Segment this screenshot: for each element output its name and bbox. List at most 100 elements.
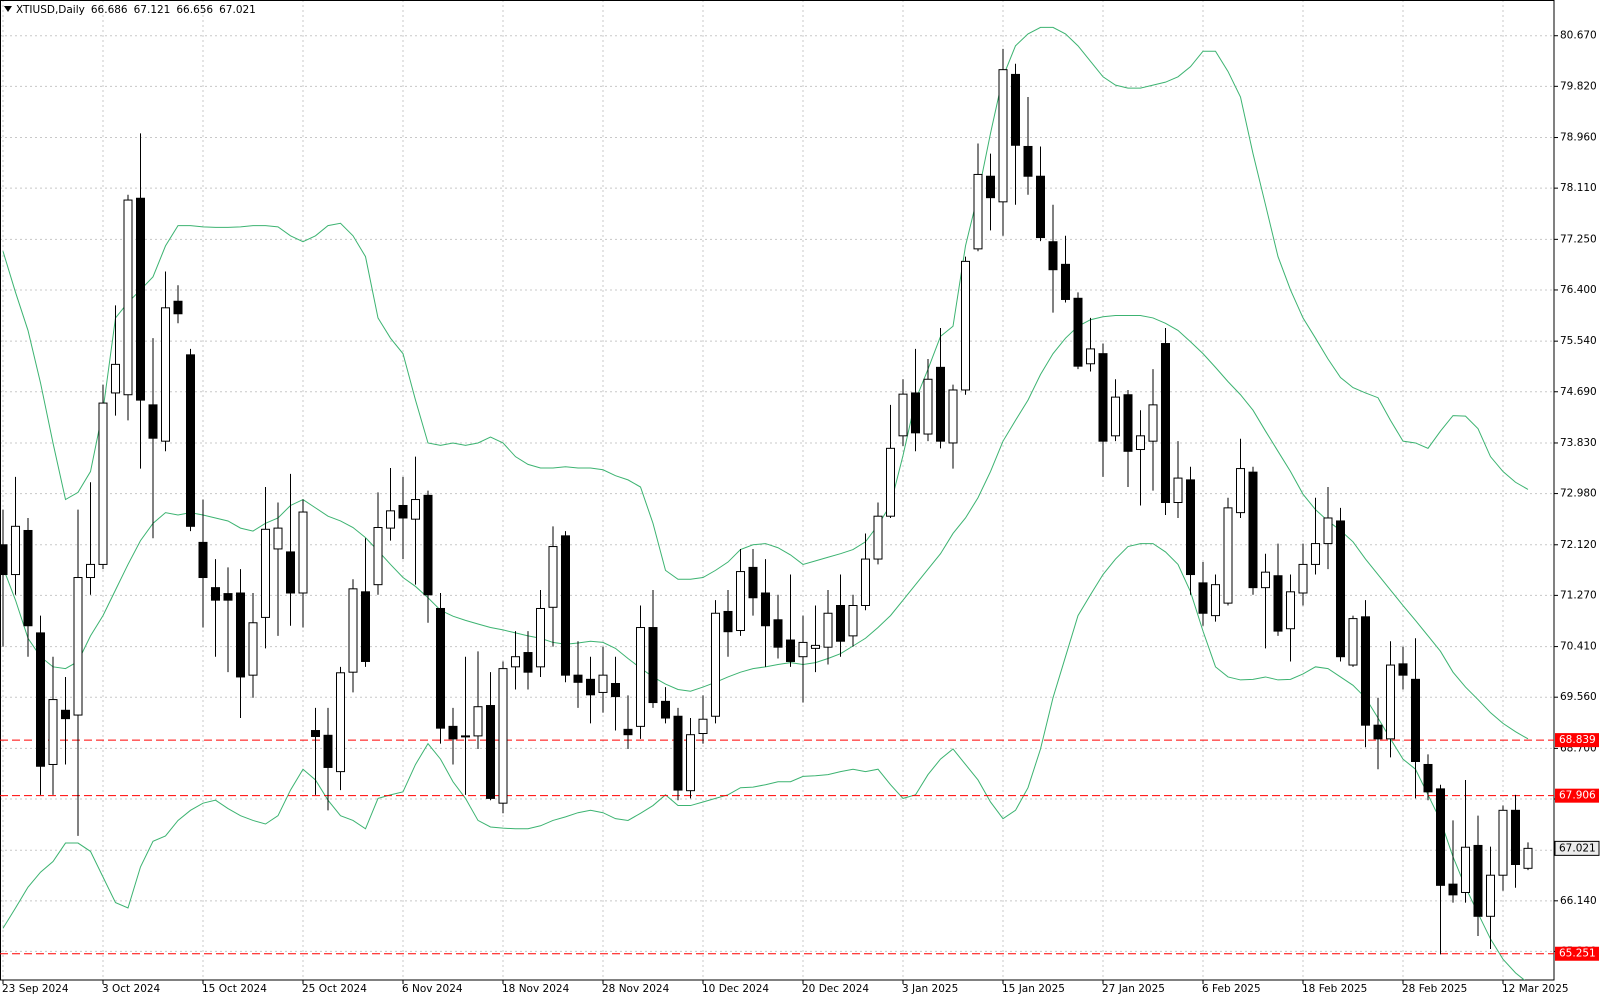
candle-body — [336, 672, 345, 773]
candle-body — [236, 592, 245, 678]
x-tick-label: 20 Dec 2024 — [802, 983, 869, 995]
candle-body — [48, 699, 58, 765]
y-tick-label: 69.560 — [1560, 691, 1597, 703]
x-tick-label: 3 Oct 2024 — [102, 983, 161, 995]
y-tick-label: 70.410 — [1560, 641, 1597, 653]
candle-body — [1086, 348, 1095, 365]
y-tick-label: 76.400 — [1560, 284, 1597, 296]
y-tick-label: 75.540 — [1560, 335, 1597, 347]
band-line — [2, 315, 1529, 740]
candle-body — [786, 639, 795, 662]
candle-body — [86, 563, 95, 579]
candle-body — [36, 632, 45, 767]
candle-body — [986, 175, 995, 199]
x-tick-label: 6 Feb 2025 — [1202, 983, 1261, 995]
candle-body — [573, 674, 583, 683]
level-label: 67.906 — [1559, 790, 1596, 802]
candle-body — [1036, 175, 1045, 239]
candle-body — [1323, 517, 1333, 545]
candle-body — [536, 607, 545, 668]
candle-body — [648, 627, 658, 704]
y-tick-label: 74.690 — [1560, 386, 1597, 398]
candle-body — [1098, 353, 1108, 442]
x-tick-label: 12 Mar 2025 — [1502, 983, 1569, 995]
candle-body — [473, 706, 483, 737]
candle-body — [936, 366, 945, 442]
title-ohlc-value: 67.021 — [219, 4, 256, 16]
y-tick-label: 77.250 — [1560, 233, 1597, 245]
title-ohlc-value: 66.656 — [176, 4, 213, 16]
candle-body — [861, 558, 870, 607]
x-tick-label: 15 Oct 2024 — [202, 983, 267, 995]
candle-body — [98, 402, 108, 565]
title-symbol: XTIUSD,Daily — [16, 4, 85, 16]
candle-body — [848, 605, 858, 637]
candle-body — [448, 725, 458, 740]
x-tick-label: 6 Nov 2024 — [402, 983, 463, 995]
candle-body — [261, 528, 270, 618]
candle-body — [1436, 788, 1445, 886]
plot-frame — [0, 0, 1555, 981]
candle-body — [1423, 763, 1433, 793]
candle-body — [1236, 468, 1245, 514]
x-tick-label: 10 Dec 2024 — [702, 983, 769, 995]
candle-body — [1286, 591, 1295, 630]
candle-body — [1111, 396, 1120, 437]
candle-body — [111, 363, 120, 394]
candle-body — [748, 566, 758, 599]
candle-body — [898, 393, 908, 437]
candle-body — [398, 504, 408, 519]
candle-body — [136, 197, 145, 401]
x-tick-label: 28 Feb 2025 — [1402, 983, 1467, 995]
candle-body — [1411, 678, 1420, 762]
candle-body — [623, 728, 633, 736]
candle-body — [973, 173, 983, 250]
candle-body — [911, 392, 920, 434]
last-price-box — [1554, 840, 1600, 856]
candle-body — [1498, 809, 1508, 876]
level-label: 65.251 — [1559, 948, 1596, 960]
candle-body — [311, 730, 320, 737]
candle-body — [1361, 616, 1370, 726]
x-tick-label: 18 Nov 2024 — [502, 983, 570, 995]
candle-body — [198, 541, 208, 579]
candle-body — [1123, 394, 1133, 452]
candle-body — [1061, 263, 1070, 300]
y-tick-label: 78.960 — [1560, 132, 1597, 144]
candle-body — [598, 674, 608, 693]
candle-body — [511, 656, 520, 668]
y-tick-label: 79.820 — [1560, 80, 1597, 92]
candle-body — [1298, 563, 1308, 594]
candle-body — [1136, 435, 1145, 451]
candle-body — [523, 652, 533, 673]
candle-body — [1398, 663, 1408, 676]
candle-body — [1173, 477, 1183, 504]
candle-body — [1461, 846, 1470, 893]
candle-body — [1023, 145, 1033, 177]
candle-body — [836, 605, 845, 642]
symbol-menu-icon — [4, 6, 12, 12]
candle-body — [148, 404, 158, 439]
y-tick-label: 72.120 — [1560, 539, 1597, 551]
candle-body — [486, 705, 495, 799]
candle-body — [1273, 575, 1283, 632]
candle-body — [123, 199, 133, 396]
candle-body — [23, 529, 33, 627]
candle-body — [223, 593, 233, 601]
candle-body — [1386, 664, 1395, 740]
candle-body — [423, 494, 433, 596]
candle-body — [711, 612, 720, 717]
candle-body — [1336, 520, 1345, 658]
candle-body — [923, 378, 933, 435]
candle-body — [386, 510, 395, 529]
candle-body — [773, 619, 783, 648]
candle-body — [1311, 543, 1320, 565]
x-tick-label: 3 Jan 2025 — [902, 983, 958, 995]
candle-body — [1373, 724, 1383, 740]
chart-title: XTIUSD,Daily 66.686 67.121 66.656 67.021 — [16, 4, 256, 16]
candle-body — [811, 644, 820, 649]
candle-body — [661, 700, 670, 719]
y-tick-label: 72.980 — [1560, 488, 1597, 500]
